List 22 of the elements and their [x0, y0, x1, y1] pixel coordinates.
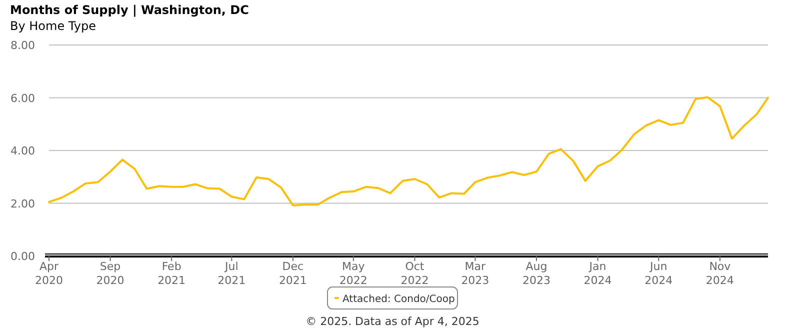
- x-tick-label: Jul 2021: [218, 260, 246, 287]
- y-tick-label: 2.00: [10, 197, 35, 210]
- x-tick-label: Nov 2024: [706, 260, 734, 287]
- x-tick-label: Aug 2023: [522, 260, 550, 287]
- x-tick-label: Oct 2022: [400, 260, 429, 287]
- x-tick-label: Jan 2024: [584, 260, 612, 287]
- x-tick-label: Mar 2023: [461, 260, 490, 287]
- line-series: [48, 96, 769, 206]
- x-tick-label: Dec 2021: [278, 260, 307, 287]
- x-tick-label: Sep 2020: [96, 260, 124, 287]
- x-tick-label: Apr 2020: [35, 260, 63, 287]
- y-tick-label: 4.00: [10, 144, 35, 158]
- text: © 2025. Data as of Apr 4, 2025: [306, 315, 480, 328]
- chart-title: Months of Supply | Washington, DC: [10, 3, 250, 17]
- legend-label: Attached: Condo/Coop: [342, 294, 455, 305]
- chart-subtitle: By Home Type: [10, 19, 96, 33]
- y-tick-label: 6.00: [10, 92, 35, 105]
- x-tick-label: May 2022: [339, 260, 368, 287]
- x-tick-label: Feb 2021: [158, 260, 186, 287]
- x-tick-label: Jun 2024: [644, 260, 673, 287]
- y-tick-label: 0.00: [10, 250, 35, 263]
- y-tick-label: 8.00: [10, 39, 35, 52]
